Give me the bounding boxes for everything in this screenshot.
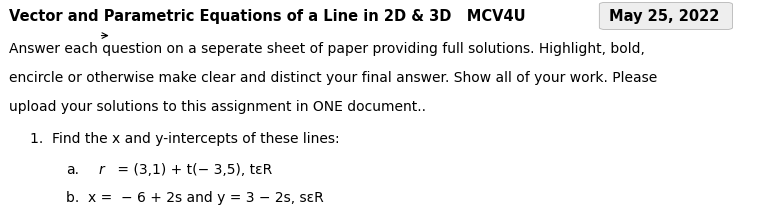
Text: r: r bbox=[99, 163, 105, 177]
Text: b.  x =  − 6 + 2s and y = 3 − 2s, sεR: b. x = − 6 + 2s and y = 3 − 2s, sεR bbox=[66, 191, 324, 205]
Text: May 25, 2022: May 25, 2022 bbox=[609, 9, 719, 24]
Text: Vector and Parametric Equations of a Line in 2D & 3D   MCV4U: Vector and Parametric Equations of a Lin… bbox=[9, 9, 525, 24]
Text: encircle or otherwise make clear and distinct your final answer. Show all of you: encircle or otherwise make clear and dis… bbox=[9, 71, 656, 85]
Text: a.: a. bbox=[66, 163, 79, 177]
Text: 1.  Find the x and y-intercepts of these lines:: 1. Find the x and y-intercepts of these … bbox=[30, 132, 340, 146]
Text: = (3,1) + t(− 3,5), tεR: = (3,1) + t(− 3,5), tεR bbox=[113, 163, 272, 177]
Text: upload your solutions to this assignment in ONE document..: upload your solutions to this assignment… bbox=[9, 100, 425, 114]
FancyBboxPatch shape bbox=[599, 2, 733, 29]
Text: Answer each question on a seperate sheet of paper providing full solutions. High: Answer each question on a seperate sheet… bbox=[9, 42, 644, 56]
